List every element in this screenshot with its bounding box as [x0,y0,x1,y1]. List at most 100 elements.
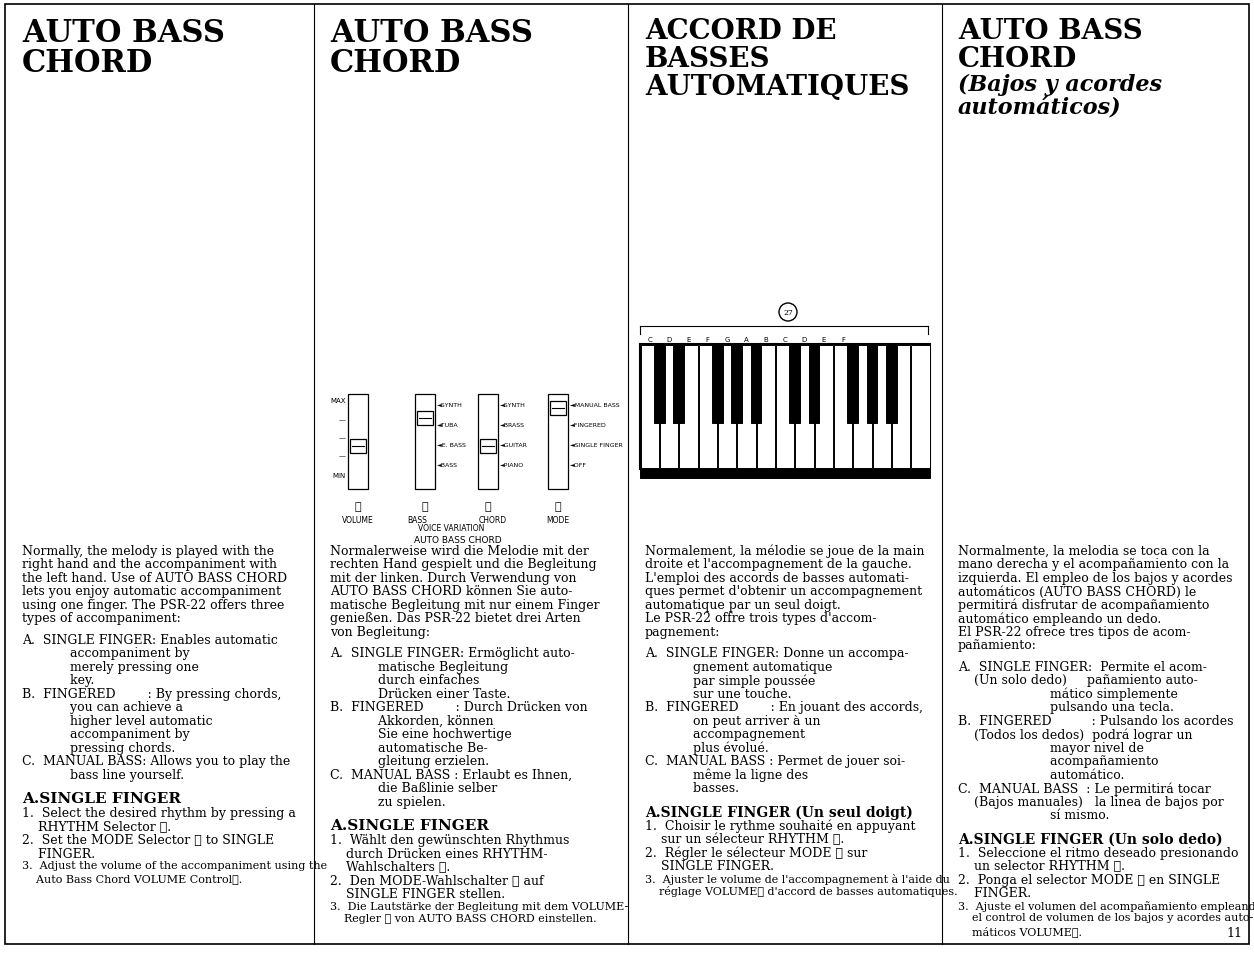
Bar [789,346,800,423]
Bar [680,346,697,469]
Text: (Bajos y acordes: (Bajos y acordes [958,74,1162,96]
Bar [867,346,878,423]
Text: Le PSR-22 offre trois types d'accom-: Le PSR-22 offre trois types d'accom- [645,612,877,625]
Text: SINGLE FINGER.: SINGLE FINGER. [645,860,774,873]
Text: droite et l'accompagnement de la gauche.: droite et l'accompagnement de la gauche. [645,558,912,571]
Text: ques permet d'obtenir un accompagnement: ques permet d'obtenir un accompagnement [645,585,922,598]
Text: réglage VOLUME① d'accord de basses automatiques.: réglage VOLUME① d'accord de basses autom… [645,885,958,897]
Text: Auto Bass Chord VOLUME Control①.: Auto Bass Chord VOLUME Control①. [23,873,242,883]
Text: acompañamiento: acompañamiento [958,755,1159,768]
Text: ④: ④ [554,501,562,512]
Text: 1.  Select the desired rhythm by pressing a: 1. Select the desired rhythm by pressing… [23,806,296,820]
Text: ACCORD DE: ACCORD DE [645,18,836,45]
Bar [756,346,775,469]
Text: 11: 11 [1226,926,1241,939]
Text: 2.  Régler le sélecteur MODE ④ sur: 2. Régler le sélecteur MODE ④ sur [645,846,868,860]
Text: ◄GUITAR: ◄GUITAR [500,442,528,448]
Text: L'emploi des accords de basses automati-: L'emploi des accords de basses automati- [645,572,909,584]
Text: A.SINGLE FINGER (Un seul doigt): A.SINGLE FINGER (Un seul doigt) [645,805,913,820]
Text: Drücken einer Taste.: Drücken einer Taste. [330,687,510,700]
Text: ③: ③ [485,501,492,512]
Text: sur un sélecteur RHYTHM ①.: sur un sélecteur RHYTHM ①. [645,833,844,845]
Text: Normalmente, la melodia se toca con la: Normalmente, la melodia se toca con la [958,544,1210,558]
Text: key.: key. [23,674,94,687]
Text: MIN: MIN [332,473,346,478]
Text: Akkorden, können: Akkorden, können [330,714,494,727]
Text: automatique par un seul doigt.: automatique par un seul doigt. [645,598,840,612]
Text: matische Begleitung: matische Begleitung [330,660,508,673]
Text: Wahlschalters ①.: Wahlschalters ①. [330,861,450,874]
Text: B.  FINGERED        : Durch Drücken von: B. FINGERED : Durch Drücken von [330,700,588,714]
Text: 2.  Ponga el selector MODE ④ en SINGLE: 2. Ponga el selector MODE ④ en SINGLE [958,873,1220,886]
Text: par simple poussée: par simple poussée [645,674,815,687]
Bar [480,439,497,454]
Text: un selector RHYTHM ①.: un selector RHYTHM ①. [958,860,1125,873]
Text: (Bajos manuales)   la linea de bajos por: (Bajos manuales) la linea de bajos por [958,795,1224,808]
Text: Sie eine hochwertige: Sie eine hochwertige [330,728,512,740]
Text: mit der linken. Durch Verwendung von: mit der linken. Durch Verwendung von [330,572,577,584]
Text: VOLUME: VOLUME [342,516,374,524]
Bar [737,346,755,469]
Text: máticos VOLUME①.: máticos VOLUME①. [958,925,1082,936]
Text: F: F [706,336,710,343]
Bar [349,395,367,490]
Text: A: A [744,336,749,343]
Text: basses.: basses. [645,781,739,795]
Bar [809,346,819,423]
Bar [548,395,568,490]
Text: 2.  Set the MODE Selector ④ to SINGLE: 2. Set the MODE Selector ④ to SINGLE [23,834,275,846]
Text: Normally, the melody is played with the: Normally, the melody is played with the [23,544,275,558]
Text: Normalement, la mélodie se joue de la main: Normalement, la mélodie se joue de la ma… [645,544,924,558]
Text: accompaniment by: accompaniment by [23,728,189,740]
Bar [640,470,930,478]
Text: MAX: MAX [331,397,346,403]
Text: AUTO BASS CHORD: AUTO BASS CHORD [414,536,502,544]
Text: Normalerweise wird die Melodie mit der: Normalerweise wird die Melodie mit der [330,544,589,558]
Text: B.  FINGERED        : By pressing chords,: B. FINGERED : By pressing chords, [23,687,281,700]
Text: A.  SINGLE FINGER: Enables automatic: A. SINGLE FINGER: Enables automatic [23,634,278,646]
Bar [834,346,853,469]
Text: —: — [339,416,346,422]
Bar [853,346,872,469]
Text: 1.  Wählt den gewünschten Rhythmus: 1. Wählt den gewünschten Rhythmus [330,834,569,846]
Text: C.  MANUAL BASS : Erlaubt es Ihnen,: C. MANUAL BASS : Erlaubt es Ihnen, [330,768,572,781]
Text: —: — [339,435,346,440]
Text: SINGLE FINGER stellen.: SINGLE FINGER stellen. [330,887,505,901]
Text: A.  SINGLE FINGER: Ermöglicht auto-: A. SINGLE FINGER: Ermöglicht auto- [330,647,574,659]
Text: ①: ① [355,501,361,512]
Text: sur une touche.: sur une touche. [645,687,791,700]
Text: Regler ① von AUTO BASS CHORD einstellen.: Regler ① von AUTO BASS CHORD einstellen. [330,914,597,923]
Text: E: E [821,336,826,343]
Text: ◄FINGERED: ◄FINGERED [571,422,607,428]
Text: higher level automatic: higher level automatic [23,714,213,727]
Bar [892,346,910,469]
Text: pressing chords.: pressing chords. [23,741,176,754]
Text: 3.  Ajuster le volume de l'accompagnement à l'aide du: 3. Ajuster le volume de l'accompagnement… [645,873,949,884]
Text: C.  MANUAL BASS : Permet de jouer soi-: C. MANUAL BASS : Permet de jouer soi- [645,755,905,768]
Text: ②: ② [421,501,429,512]
Bar [673,346,685,423]
Text: BASS: BASS [408,516,426,524]
Text: ◄TUBA: ◄TUBA [436,422,459,428]
Bar [717,346,736,469]
Text: accompaniment by: accompaniment by [23,647,189,659]
Text: ◄SYNTH: ◄SYNTH [436,402,463,408]
Text: (Todos los dedos)  podrá lograr un: (Todos los dedos) podrá lograr un [958,728,1193,741]
Bar [712,346,722,423]
Text: RHYTHM Selector ①.: RHYTHM Selector ①. [23,821,171,833]
Bar [418,412,433,425]
Text: ◄BASS: ◄BASS [436,462,458,468]
Bar [653,346,665,423]
Text: von Begleitung:: von Begleitung: [330,625,430,639]
Text: 1.  Seleccione el ritmo deseado presionando: 1. Seleccione el ritmo deseado presionan… [958,846,1239,859]
Text: 2.  Den MODE-Wahlschalter ④ auf: 2. Den MODE-Wahlschalter ④ auf [330,874,544,887]
Bar [848,346,858,423]
Text: ◄BRASS: ◄BRASS [500,422,525,428]
Bar [551,402,566,416]
Bar [885,346,897,423]
Text: CHORD: CHORD [958,46,1077,73]
Text: même la ligne des: même la ligne des [645,768,808,781]
Text: B.  FINGERED          : Pulsando los acordes: B. FINGERED : Pulsando los acordes [958,714,1234,727]
Text: 27: 27 [784,309,793,316]
Text: mático simplemente: mático simplemente [958,687,1178,700]
